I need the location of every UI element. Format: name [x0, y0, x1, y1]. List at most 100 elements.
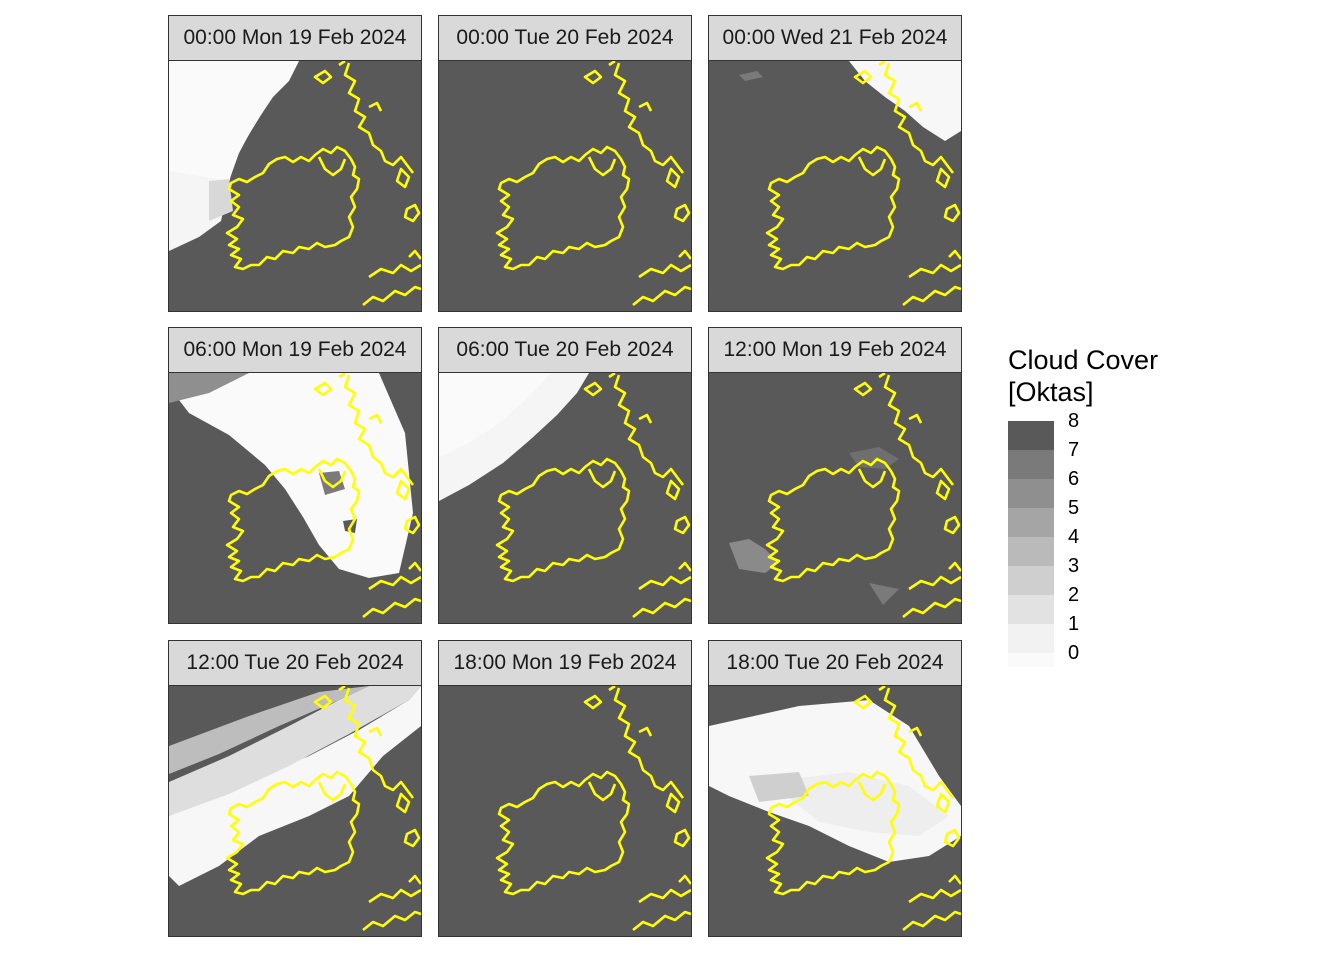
cloud-clearance-region	[169, 373, 249, 403]
coastline-segment	[878, 686, 886, 692]
legend-title-line2: [Oktas]	[1008, 377, 1094, 407]
scotland-coastline	[883, 374, 955, 486]
coastline-segment	[313, 381, 333, 397]
legend-key	[1008, 595, 1054, 624]
coastline-segment	[368, 575, 421, 591]
facet-panel: 06:00 Mon 19 Feb 2024	[168, 327, 422, 624]
legend-title: Cloud Cover [Oktas]	[1008, 344, 1228, 408]
coastline-segment	[362, 597, 421, 619]
cloud-cover-map	[168, 372, 422, 624]
coastline-segment	[673, 203, 691, 223]
coastline-segment	[638, 263, 691, 279]
map-canvas	[169, 373, 421, 619]
coastline-segment	[338, 61, 346, 67]
legend-key	[1008, 653, 1054, 667]
coastline-segment	[678, 874, 691, 885]
coastline-segment	[632, 285, 691, 307]
legend-key	[1008, 624, 1054, 653]
coastline-segment	[632, 597, 691, 619]
cloud-cover-map	[168, 60, 422, 312]
cloud-cover-map	[708, 685, 962, 937]
coastline-segment	[665, 167, 681, 189]
facet-strip-label: 18:00 Mon 19 Feb 2024	[438, 640, 692, 686]
cloud-clearance-region	[769, 772, 949, 836]
facet-strip-label: 12:00 Mon 19 Feb 2024	[708, 327, 962, 373]
coastline-segment	[908, 413, 923, 424]
cloud-cover-map	[708, 60, 962, 312]
border-line	[587, 781, 617, 802]
coastline-segment	[313, 694, 333, 710]
ireland-coastline	[765, 145, 901, 271]
facet-panel: 12:00 Mon 19 Feb 2024	[708, 327, 962, 624]
border-line	[317, 156, 347, 177]
border-line	[857, 468, 887, 489]
cloud-cover-map	[438, 372, 692, 624]
coastline-segment	[632, 910, 691, 932]
legend-colorbar: 8 7 6 5 4 3 2 1 0	[1008, 411, 1079, 667]
legend-key	[1008, 537, 1054, 566]
coastline-segment	[608, 373, 616, 379]
legend-key	[1008, 450, 1054, 479]
coastline-segment	[368, 101, 383, 112]
coastline-segment	[338, 686, 346, 692]
cloud-clearance-region	[439, 373, 551, 457]
cloud-cover-map	[708, 372, 962, 624]
map-canvas	[169, 686, 421, 932]
coastline-segment	[368, 726, 383, 737]
coastline-segment	[665, 479, 681, 501]
cloud-cover-map	[438, 60, 692, 312]
border-line	[317, 468, 347, 489]
coastline-segment	[853, 69, 873, 85]
cloud-cover-map	[438, 685, 692, 937]
border-line	[587, 468, 617, 489]
scotland-coastline	[343, 62, 415, 174]
coastline-segment	[665, 792, 681, 814]
legend-tick-label: 3	[1068, 555, 1080, 577]
coastline-segment	[403, 515, 421, 535]
coastline-segment	[362, 285, 421, 307]
cloud-clearance-region	[869, 583, 899, 605]
coastline-segment	[908, 101, 923, 112]
coastline-segment	[948, 874, 961, 885]
cloud-clearance-region	[729, 539, 779, 573]
legend-tick-label: 8	[1068, 410, 1080, 432]
coastline-segment	[408, 249, 421, 260]
coastline-segment	[368, 263, 421, 279]
legend-tick-label: 0	[1068, 642, 1080, 664]
coastline-segment	[943, 515, 961, 535]
facet-panel: 18:00 Mon 19 Feb 2024	[438, 640, 692, 937]
scotland-coastline	[343, 687, 415, 799]
coastline-segment	[902, 285, 961, 307]
ireland-coastline	[225, 457, 361, 583]
coastline-segment	[902, 597, 961, 619]
cloud-clearance-region	[169, 373, 413, 578]
ireland-coastline	[495, 145, 631, 271]
coastline-segment	[908, 888, 961, 904]
coastline-segment	[608, 61, 616, 67]
coastline-segment	[678, 249, 691, 260]
coastline-segment	[638, 575, 691, 591]
legend-tick-label: 1	[1068, 613, 1080, 635]
facet-strip-label: 12:00 Tue 20 Feb 2024	[168, 640, 422, 686]
coastline-segment	[638, 413, 653, 424]
legend-tick-label: 5	[1068, 497, 1080, 519]
facet-strip-label: 18:00 Tue 20 Feb 2024	[708, 640, 962, 686]
cloud-clearance-region	[319, 471, 345, 495]
map-canvas	[439, 373, 691, 619]
coastline-segment	[908, 726, 923, 737]
map-canvas	[169, 61, 421, 307]
scotland-coastline	[883, 687, 955, 799]
legend-tick-label: 7	[1068, 439, 1080, 461]
coastline-segment	[362, 910, 421, 932]
cloud-clearance-region	[749, 772, 809, 802]
cloud-clearance-region	[209, 179, 233, 221]
cloud-cover-map	[168, 685, 422, 937]
scotland-coastline	[883, 62, 955, 174]
legend-title-line1: Cloud Cover	[1008, 345, 1159, 375]
coastline-segment	[338, 373, 346, 379]
border-line	[857, 781, 887, 802]
coastline-segment	[638, 726, 653, 737]
facet-strip-label: 00:00 Tue 20 Feb 2024	[438, 15, 692, 61]
legend-tick-label: 2	[1068, 584, 1080, 606]
facet-panel: 06:00 Tue 20 Feb 2024	[438, 327, 692, 624]
